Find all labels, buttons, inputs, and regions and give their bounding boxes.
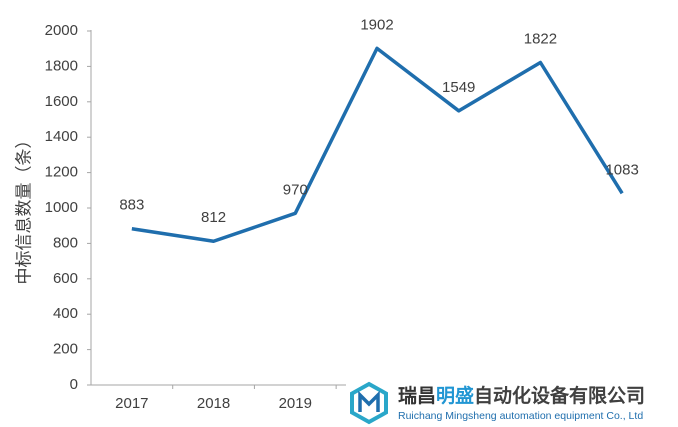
y-tick-label: 600 <box>53 270 78 287</box>
line <box>131 46 624 244</box>
data-label: 812 <box>201 209 226 226</box>
logo-background <box>346 379 678 427</box>
y-tick-label: 200 <box>53 341 78 358</box>
logo-name-part: 自动化设备有限公司 <box>474 384 645 407</box>
y-tick-label: 0 <box>70 376 78 393</box>
y-tick-label: 1400 <box>45 128 78 145</box>
logo-name-part: 瑞昌 <box>398 384 436 407</box>
logo-name-part: 明盛 <box>436 384 474 407</box>
data-label: 883 <box>119 197 144 214</box>
x-tick-label: 2019 <box>279 395 312 412</box>
y-tick-label: 800 <box>53 234 78 251</box>
data-label: 1822 <box>524 30 557 47</box>
data-label: 1549 <box>442 79 475 96</box>
y-tick-label: 1600 <box>45 93 78 110</box>
logo-name: 瑞昌明盛自动化设备有限公司 <box>398 384 645 407</box>
y-tick-label: 2000 <box>45 22 78 39</box>
x-tick-label: 2018 <box>197 395 230 412</box>
logo-icon-letter <box>358 390 380 412</box>
y-tick-label: 400 <box>53 305 78 322</box>
x-tick-label: 2017 <box>115 395 148 412</box>
data-label: 1083 <box>605 161 638 178</box>
data-label: 970 <box>283 181 308 198</box>
data-label: 1902 <box>360 16 393 33</box>
y-tick-label: 1800 <box>45 57 78 74</box>
logo: 瑞昌明盛自动化设备有限公司 Ruichang Mingsheng automat… <box>346 379 678 427</box>
logo-subtitle: Ruichang Mingsheng automation equipment … <box>398 410 643 422</box>
y-tick-label: 1000 <box>45 199 78 216</box>
logo-icon <box>350 381 388 425</box>
y-axis-label: 中标信息数量（条） <box>14 132 33 285</box>
y-tick-label: 1200 <box>45 164 78 181</box>
